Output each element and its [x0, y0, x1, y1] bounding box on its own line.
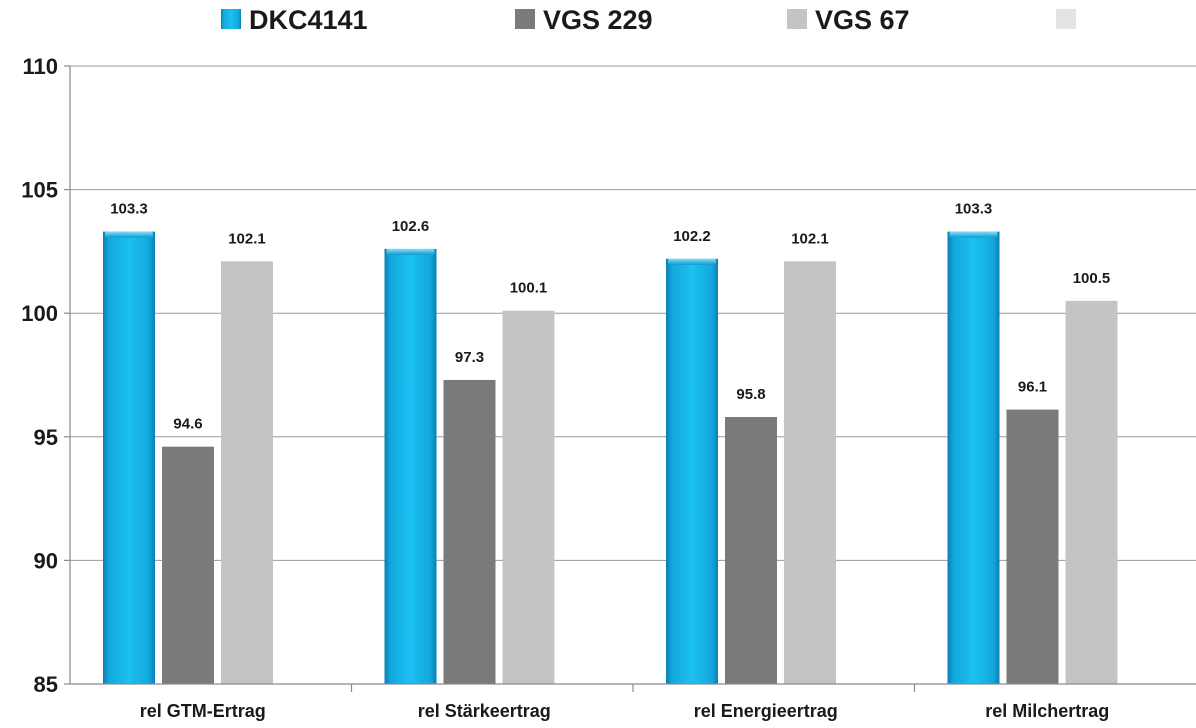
bar [384, 248, 437, 685]
x-category-label: rel Energieertrag [694, 701, 838, 721]
data-label: 94.6 [173, 416, 202, 433]
legend-label: DKC4141 [249, 5, 368, 35]
bar-highlight [386, 248, 435, 255]
y-tick-label: 95 [34, 425, 58, 450]
bar [162, 446, 214, 684]
data-label: 95.8 [736, 386, 765, 403]
bar-highlight [105, 231, 153, 238]
legend-swatch [221, 9, 241, 29]
data-label: 100.1 [510, 280, 548, 297]
x-axis: rel GTM-Ertrag rel Stärkeertrag rel Energi… [70, 683, 1196, 721]
data-label: 100.5 [1073, 270, 1111, 287]
bar-highlight [949, 231, 998, 238]
bars [103, 231, 1118, 685]
data-labels: 103.3 94.6 102.1 102.6 97.3 100.1 102.2 95.8 102… [110, 201, 1110, 433]
data-label: 102.2 [673, 228, 711, 245]
x-category-label: rel Milchertrag [985, 701, 1109, 721]
data-label: 103.3 [110, 201, 148, 218]
legend-label: VGS 229 [543, 5, 653, 35]
data-label: 102.1 [791, 230, 829, 247]
legend-swatch [787, 9, 807, 29]
bar [1006, 409, 1059, 684]
bar [221, 261, 273, 684]
bar [666, 258, 718, 684]
bar [103, 231, 155, 684]
y-axis: 85 90 95 100 105 110 [21, 54, 71, 697]
legend: DKC4141 VGS 229 VGS 67 [221, 5, 1076, 35]
y-tick-label: 85 [34, 672, 58, 697]
bar [502, 310, 555, 684]
bar [784, 261, 836, 684]
data-label: 103.3 [955, 201, 993, 218]
legend-label: VGS 67 [815, 5, 910, 35]
data-label: 96.1 [1018, 379, 1047, 396]
y-tick-label: 100 [21, 301, 58, 326]
y-tick-label: 110 [23, 54, 59, 79]
x-category-label: rel Stärkeertrag [418, 701, 551, 721]
y-tick-label: 105 [21, 178, 58, 203]
bar [947, 231, 1000, 684]
data-label: 102.6 [392, 218, 430, 235]
x-category-label: rel GTM-Ertrag [140, 701, 266, 721]
y-tick-label: 90 [34, 548, 58, 573]
bar [443, 379, 496, 684]
bar-highlight [668, 258, 716, 265]
bar [1065, 300, 1118, 684]
legend-swatch [515, 9, 535, 29]
data-label: 97.3 [455, 349, 484, 366]
data-label: 102.1 [228, 230, 266, 247]
bar [725, 417, 777, 684]
legend-swatch-extra [1056, 9, 1076, 29]
